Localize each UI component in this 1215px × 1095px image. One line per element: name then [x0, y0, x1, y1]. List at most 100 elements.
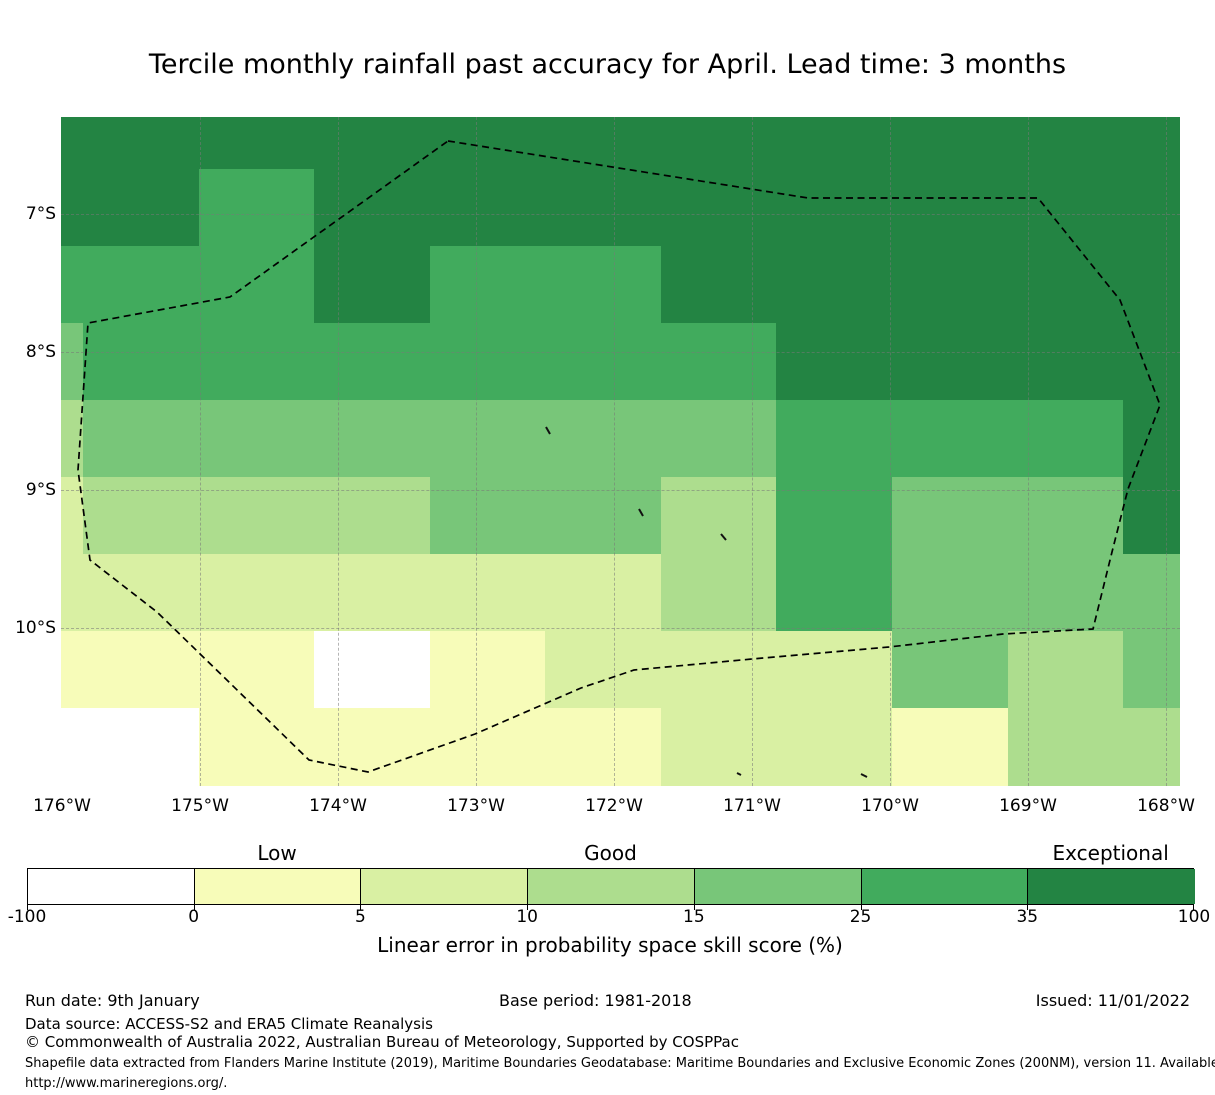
- map-cell: [199, 554, 314, 631]
- colorbar-category-label: Good: [584, 841, 637, 865]
- copyright-text: © Commonwealth of Australia 2022, Austra…: [25, 1033, 739, 1051]
- longitude-tick-label: 173°W: [447, 796, 505, 816]
- longitude-tick-label: 172°W: [585, 796, 643, 816]
- latitude-gridline: [61, 490, 1180, 491]
- colorbar-segment: [1028, 869, 1195, 904]
- colorbar-tick: [860, 905, 862, 910]
- map-cell: [1008, 477, 1123, 554]
- colorbar-tick: [360, 905, 362, 910]
- map-cell: [545, 400, 661, 477]
- map-cell: [430, 554, 545, 631]
- map-cell: [1008, 117, 1123, 169]
- map-cell: [776, 400, 892, 477]
- colorbar-tick-label: 0: [188, 907, 200, 927]
- map-cell: [430, 169, 545, 246]
- map-cell: [545, 708, 661, 786]
- longitude-tick-label: 170°W: [861, 796, 919, 816]
- colorbar-tick-label: 10: [516, 907, 538, 927]
- map-cell: [199, 400, 314, 477]
- map-cell: [661, 554, 776, 631]
- island-outline: [860, 773, 868, 778]
- map-cell: [661, 631, 776, 708]
- map-cell: [61, 246, 83, 323]
- map-cell: [661, 708, 776, 786]
- colorbar-tick: [693, 905, 695, 910]
- issued-date-text: Issued: 11/01/2022: [1035, 991, 1190, 1010]
- colorbar-segment: [861, 869, 1029, 904]
- map-cell: [430, 400, 545, 477]
- map-cell: [61, 400, 83, 477]
- map-cell: [314, 554, 430, 631]
- colorbar-segment: [528, 869, 695, 904]
- colorbar-tick: [193, 905, 195, 910]
- map-cell: [199, 631, 314, 708]
- map-cell: [892, 554, 1008, 631]
- longitude-tick-label: 174°W: [309, 796, 367, 816]
- map-cell: [776, 323, 892, 400]
- map-cell: [892, 708, 1008, 786]
- map-cell: [1123, 477, 1180, 554]
- map-cell: [61, 169, 83, 246]
- map-cell: [199, 708, 314, 786]
- longitude-gridline: [752, 117, 753, 786]
- map-cell: [199, 169, 314, 246]
- map-cell: [776, 708, 892, 786]
- longitude-gridline: [1166, 117, 1167, 786]
- map-cell: [776, 246, 892, 323]
- map-cell: [314, 708, 430, 786]
- map-cell: [430, 708, 545, 786]
- map-cell: [314, 323, 430, 400]
- colorbar-tick-label: 15: [683, 907, 705, 927]
- map-cell: [545, 169, 661, 246]
- map-cell: [199, 477, 314, 554]
- map-cell: [430, 631, 545, 708]
- latitude-tick-label: 10°S: [15, 618, 56, 638]
- longitude-tick-label: 171°W: [723, 796, 781, 816]
- map-cell: [314, 117, 430, 169]
- map-cell: [83, 554, 199, 631]
- map-cell: [314, 477, 430, 554]
- map-cell: [1123, 169, 1180, 246]
- island-outline: [736, 772, 742, 776]
- run-date-text: Run date: 9th January: [25, 991, 200, 1010]
- colorbar-category-label: Exceptional: [1052, 841, 1169, 865]
- map-cell: [1123, 323, 1180, 400]
- map-cell: [1008, 323, 1123, 400]
- figure-title: Tercile monthly rainfall past accuracy f…: [148, 49, 1067, 80]
- map-cell: [430, 323, 545, 400]
- colorbar-segment: [694, 869, 862, 904]
- map-cell: [892, 246, 1008, 323]
- map-cell: [83, 400, 199, 477]
- map-cell: [1008, 554, 1123, 631]
- data-source-text: Data source: ACCESS-S2 and ERA5 Climate …: [25, 1015, 433, 1033]
- colorbar-tick: [1193, 905, 1194, 910]
- island-outline: [545, 426, 551, 435]
- colorbar-tick: [527, 905, 529, 910]
- map-cell: [430, 117, 545, 169]
- map-cell: [430, 477, 545, 554]
- longitude-tick-label: 169°W: [999, 796, 1057, 816]
- map-cell: [1123, 708, 1180, 786]
- map-cell: [661, 246, 776, 323]
- map-cell: [314, 246, 430, 323]
- map-cell: [83, 631, 199, 708]
- longitude-gridline: [1028, 117, 1029, 786]
- latitude-tick-label: 8°S: [25, 342, 56, 362]
- colorbar-segment: [361, 869, 529, 904]
- map-cell: [1123, 631, 1180, 708]
- map-cell: [61, 117, 83, 169]
- map-cell: [776, 554, 892, 631]
- map-cell: [661, 323, 776, 400]
- map-cell: [545, 554, 661, 631]
- shapefile-attribution-line1: Shapefile data extracted from Flanders M…: [25, 1056, 1215, 1071]
- colorbar-tick-label: -100: [7, 907, 47, 927]
- map-cell: [314, 631, 430, 708]
- map-cell: [430, 246, 545, 323]
- longitude-gridline: [614, 117, 615, 786]
- map-cell: [61, 477, 83, 554]
- map-cell: [1008, 631, 1123, 708]
- longitude-tick-label: 175°W: [171, 796, 229, 816]
- map-cell: [199, 323, 314, 400]
- longitude-gridline: [890, 117, 891, 786]
